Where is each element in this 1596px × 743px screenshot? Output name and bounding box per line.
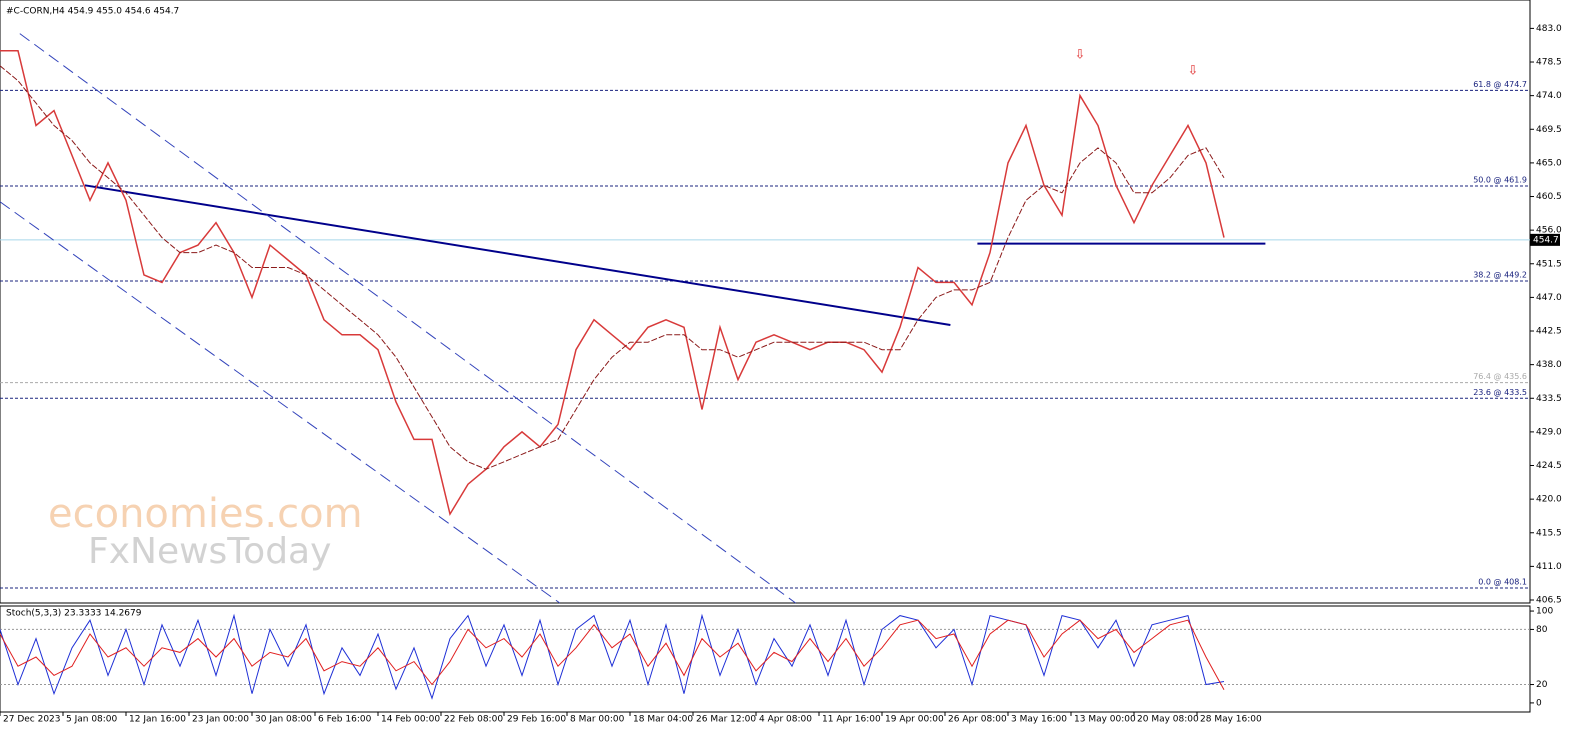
x-tick-label: 19 Apr 00:00	[885, 715, 944, 725]
y-tick-label: 433.5	[1536, 394, 1562, 404]
arrow-marker: ⇩	[1188, 64, 1199, 79]
x-tick-label: 13 May 00:00	[1074, 715, 1136, 725]
y-tick-label: 406.5	[1536, 596, 1562, 606]
trendline	[84, 184, 951, 327]
y-tick-label: 20	[1536, 680, 1548, 690]
y-tick-label: 451.5	[1536, 259, 1562, 269]
price-panel	[0, 0, 1531, 604]
x-tick-label: 22 Feb 08:00	[444, 715, 503, 725]
trendline	[0, 201, 561, 604]
watermark: economies.com	[48, 491, 363, 537]
x-tick-label: 6 Feb 16:00	[318, 715, 372, 725]
x-tick-label: 27 Dec 2023	[3, 715, 61, 725]
y-tick-label: 438.0	[1536, 360, 1562, 370]
y-tick-label: 474.0	[1536, 91, 1562, 101]
y-tick-label: 442.5	[1536, 327, 1562, 337]
y-tick-label: 483.0	[1536, 24, 1562, 34]
y-tick-label: 80	[1536, 625, 1548, 635]
watermark: FxNewsToday	[88, 531, 331, 572]
y-tick-label: 465.0	[1536, 158, 1562, 168]
x-tick-label: 18 Mar 04:00	[633, 715, 693, 725]
x-tick-label: 5 Jan 08:00	[66, 715, 118, 725]
x-tick-label: 4 Apr 08:00	[759, 715, 812, 725]
y-tick-label: 429.0	[1536, 427, 1562, 437]
fib-label: 76.4 @ 435.6	[1473, 372, 1527, 381]
y-tick-label: 415.5	[1536, 528, 1562, 538]
trendline	[19, 33, 796, 604]
fib-label: 38.2 @ 449.2	[1473, 270, 1527, 279]
y-tick-label: 469.5	[1536, 125, 1562, 135]
fib-label: 23.6 @ 433.5	[1473, 388, 1527, 397]
y-tick-label: 411.0	[1536, 562, 1562, 572]
x-tick-label: 26 Apr 08:00	[948, 715, 1007, 725]
y-tick-label: 456.0	[1536, 226, 1562, 236]
series-line	[0, 613, 1225, 700]
x-tick-label: 23 Jan 00:00	[192, 715, 249, 725]
x-tick-label: 30 Jan 08:00	[255, 715, 312, 725]
price-tag	[1530, 233, 1560, 246]
x-tick-label: 11 Apr 16:00	[822, 715, 881, 725]
series-line	[0, 619, 1225, 691]
y-tick-label: 100	[1536, 607, 1553, 617]
x-tick-label: 28 May 16:00	[1200, 715, 1262, 725]
y-tick-label: 0	[1536, 698, 1542, 708]
fib-label: 61.8 @ 474.7	[1473, 80, 1527, 89]
x-tick-label: 3 May 16:00	[1011, 715, 1067, 725]
series-line	[0, 50, 1225, 517]
x-tick-label: 29 Feb 16:00	[507, 715, 566, 725]
x-tick-label: 8 Mar 00:00	[570, 715, 625, 725]
y-tick-label: 420.0	[1536, 495, 1562, 505]
indicator-title: Stoch(5,3,3) 23.3333 14.2679	[6, 609, 142, 619]
x-tick-label: 14 Feb 00:00	[381, 715, 440, 725]
price-tag-label: 454.7	[1533, 235, 1559, 245]
y-tick-label: 447.0	[1536, 293, 1562, 303]
series-line	[0, 65, 1225, 470]
fib-label: 50.0 @ 461.9	[1473, 176, 1527, 185]
fib-label: 0.0 @ 408.1	[1478, 578, 1527, 587]
arrow-marker: ⇩	[1075, 48, 1086, 63]
stoch-panel	[0, 605, 1531, 713]
x-tick-label: 26 Mar 12:00	[696, 715, 756, 725]
chart-title: #C-CORN,H4 454.9 455.0 454.6 454.7	[6, 7, 179, 17]
y-tick-label: 478.5	[1536, 58, 1562, 68]
x-tick-label: 12 Jan 16:00	[129, 715, 186, 725]
y-tick-label: 460.5	[1536, 192, 1562, 202]
x-tick-label: 20 May 08:00	[1137, 715, 1199, 725]
y-tick-label: 424.5	[1536, 461, 1562, 471]
